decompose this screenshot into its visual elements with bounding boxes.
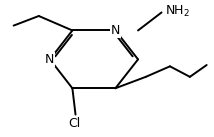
Text: NH$_2$: NH$_2$	[165, 4, 190, 19]
Text: N: N	[45, 53, 55, 66]
Text: N: N	[111, 24, 120, 37]
Text: Cl: Cl	[68, 117, 81, 130]
